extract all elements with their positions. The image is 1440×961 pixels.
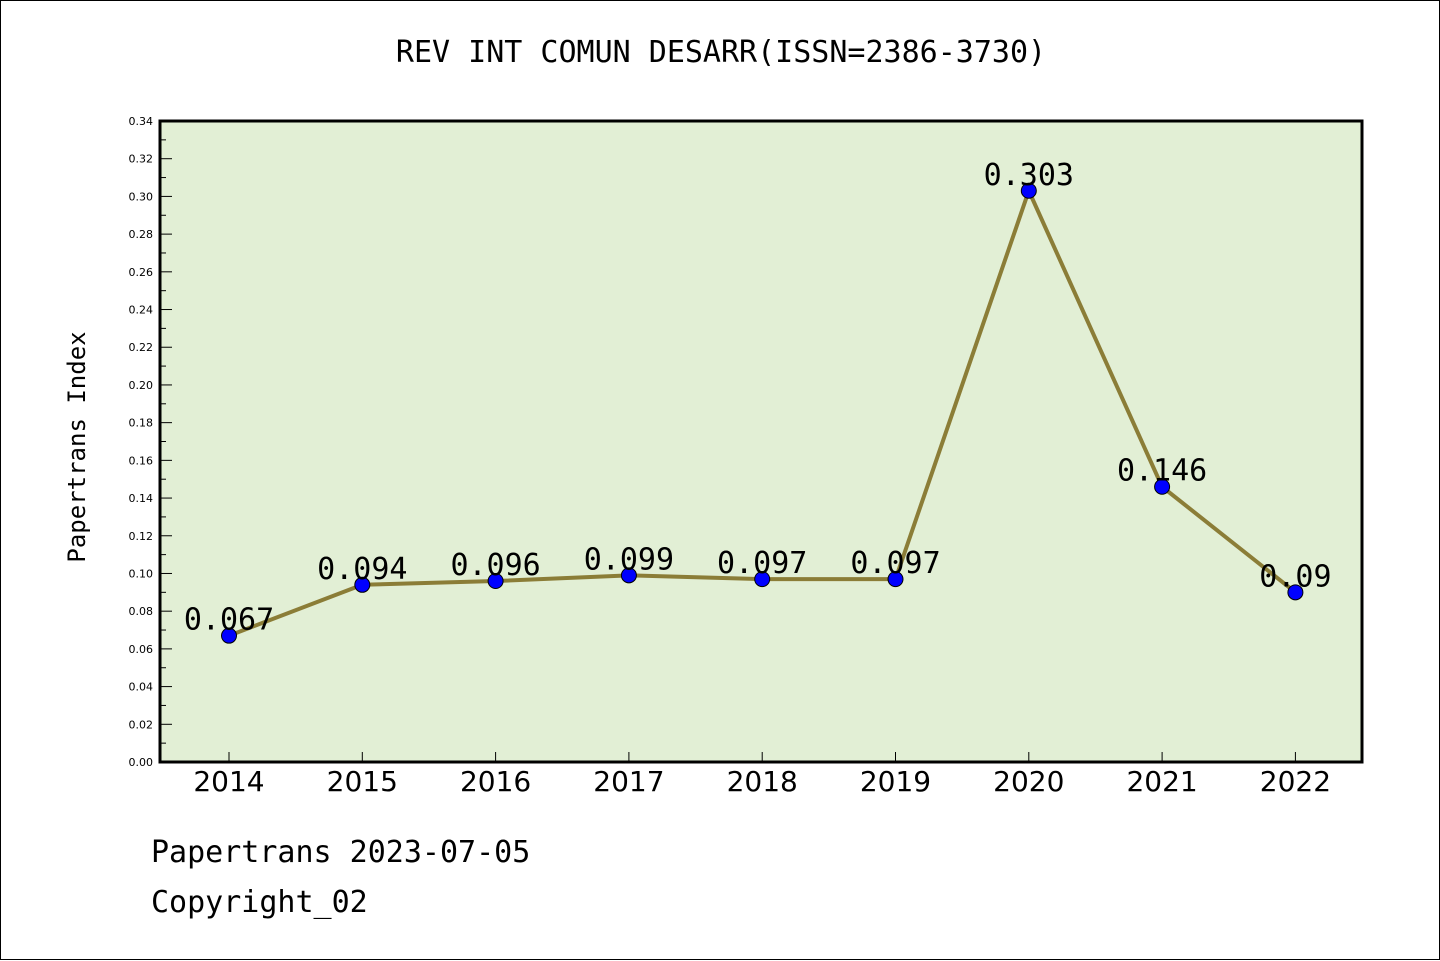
plot-area [160,121,1362,762]
y-tick-label: 0.00 [129,756,154,769]
y-tick-label: 0.10 [129,567,154,580]
data-labels: 0.067 0.094 0.096 0.099 0.097 0.097 0.303 0.146… [184,158,1332,638]
y-tick-label: 0.32 [129,153,154,166]
x-tick-label: 2019 [860,765,931,798]
chart-title: REV INT COMUN DESARR(ISSN=2386-3730) [395,35,1047,70]
footer-copyright: Copyright_02 [151,885,368,920]
x-axis: 2014 2015 2016 2017 2018 2019 2020 2021 2022 [193,752,1331,798]
x-tick-label: 2022 [1260,765,1331,798]
y-tick-label: 0.04 [129,681,154,694]
y-tick-label: 0.22 [129,341,154,354]
footer-date: Papertrans 2023-07-05 [151,835,531,870]
plot-border [158,119,1364,764]
x-tick-label: 2016 [460,765,531,798]
y-tick-label: 0.28 [129,228,154,241]
data-label: 0.303 [984,158,1074,193]
y-tick-label: 0.24 [129,304,154,317]
y-tick-label: 0.20 [129,379,154,392]
x-tick-label: 2015 [327,765,398,798]
y-tick-label: 0.34 [129,115,154,128]
x-tick-label: 2020 [993,765,1064,798]
data-point [620,567,637,584]
y-tick-label: 0.02 [129,718,154,731]
x-tick-label: 2017 [593,765,664,798]
y-axis: 0.00 0.02 0.04 0.06 0.08 0.10 0.12 0.14 0.16 0.18… [129,115,172,769]
y-tick-label: 0.06 [129,643,154,656]
data-point [754,571,771,588]
data-label: 0.094 [317,552,407,587]
data-label: 0.067 [184,603,274,638]
data-label: 0.099 [584,542,674,577]
data-point [221,627,237,644]
data-label: 0.097 [717,546,807,581]
x-tick-label: 2014 [193,765,264,798]
data-point [887,571,904,588]
series-papertrans-index [221,182,1304,644]
data-label: 0.09 [1259,559,1331,594]
y-tick-label: 0.26 [129,266,154,279]
data-label: 0.146 [1117,454,1207,489]
data-label: 0.096 [450,548,540,583]
data-label: 0.097 [850,546,940,581]
y-tick-label: 0.18 [129,417,154,430]
x-tick-label: 2018 [727,765,798,798]
data-point [1154,478,1171,495]
y-tick-label: 0.12 [129,530,154,543]
y-tick-label: 0.08 [129,605,154,618]
y-tick-label: 0.16 [129,454,154,467]
data-point [354,576,371,593]
data-point [1020,182,1037,199]
y-tick-label: 0.30 [129,190,154,203]
data-point [1287,584,1304,601]
x-tick-label: 2021 [1126,765,1197,798]
data-point [487,573,504,590]
y-tick-label: 0.14 [129,492,154,505]
